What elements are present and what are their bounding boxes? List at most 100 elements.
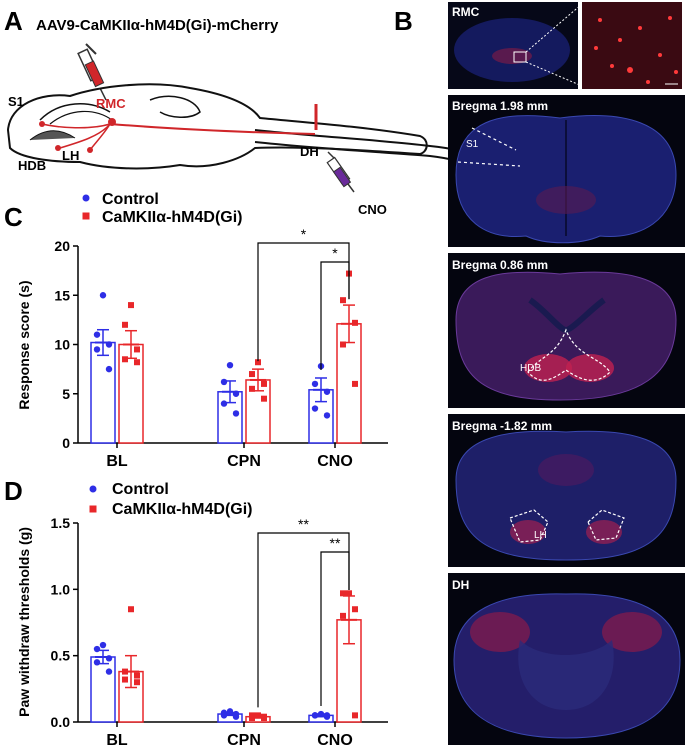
micrograph-label-rmc: RMC (452, 5, 480, 19)
significance-bracket (320, 261, 350, 370)
x-tick-label-cpn: CPN (227, 453, 261, 470)
data-point (340, 612, 346, 619)
legend-c-control: Control (102, 191, 159, 208)
region-s1-label: S1 (8, 94, 24, 109)
micrograph-region-s1: S1 (466, 139, 479, 150)
significance-label: ** (298, 516, 309, 532)
data-point (128, 606, 134, 613)
data-point (134, 359, 140, 366)
region-hdb-label: HDB (18, 158, 46, 173)
data-point (128, 302, 134, 309)
panel-a: A AAV9-CaMKIIα-hM4D(Gi)-mCherry (4, 6, 531, 217)
y-tick-label: 5 (62, 386, 70, 402)
panel-letter-a: A (4, 6, 23, 36)
x-tick-label-cno: CNO (317, 732, 353, 749)
data-point (220, 712, 228, 719)
data-point (352, 380, 358, 387)
data-point (105, 365, 113, 373)
panel-letter-d: D (4, 476, 23, 506)
data-point (232, 713, 240, 720)
data-point (99, 641, 107, 649)
panel-c: C Control CaMKIIα-hM4D(Gi) Response scor… (4, 191, 388, 470)
data-point (249, 715, 255, 722)
x-tick-label-cpn: CPN (227, 732, 261, 749)
y-tick-label: 20 (54, 238, 70, 254)
data-point (99, 292, 107, 299)
data-point (340, 341, 346, 348)
legend-d-treatment: CaMKIIα-hM4D(Gi) (112, 501, 253, 518)
micrograph-dh: DH (448, 573, 685, 745)
legend-c-control-marker (82, 194, 90, 202)
chart-c-plot: 0 5 10 15 20 BL CPN CNO * * (54, 226, 388, 470)
y-tick-label: 15 (54, 287, 70, 303)
data-point (249, 385, 255, 392)
x-tick-label-cno: CNO (317, 453, 353, 470)
data-point (122, 668, 128, 675)
data-point (255, 712, 261, 719)
micrograph-bregma-0-86: Bregma 0.86 mm HDB (448, 253, 685, 408)
bar (90, 656, 116, 723)
data-point (232, 390, 240, 397)
data-point (226, 361, 234, 369)
construct-label: AAV9-CaMKIIα-hM4D(Gi)-mCherry (36, 17, 279, 34)
micrograph-label-bregma-1-98: Bregma 1.98 mm (452, 99, 548, 113)
legend-d-control-marker (89, 485, 97, 493)
legend-d-treatment-marker (89, 505, 97, 513)
micrograph-rmc-zoom (582, 2, 682, 89)
micrograph-label-bregma-neg-1-82: Bregma -1.82 mm (452, 419, 552, 433)
micrograph-region-hdb: HDB (520, 363, 541, 374)
data-point (93, 331, 101, 338)
significance-label: * (301, 226, 307, 242)
data-point (93, 659, 101, 666)
y-tick-label: 0.5 (51, 648, 71, 664)
data-point (134, 672, 140, 679)
region-lh-label: LH (62, 148, 79, 163)
legend-c-treatment-marker (82, 212, 90, 220)
y-tick-label: 1.5 (51, 515, 71, 531)
panel-d: D Control CaMKIIα-hM4D(Gi) Paw withdraw … (4, 476, 388, 749)
data-point (93, 645, 101, 653)
data-point (93, 346, 101, 353)
data-point (220, 378, 228, 386)
data-point (317, 710, 325, 718)
data-point (346, 590, 352, 597)
data-point (311, 380, 319, 388)
data-point (352, 606, 358, 613)
micrograph-rmc: RMC (448, 2, 583, 89)
significance-bracket (320, 551, 350, 707)
data-point (323, 388, 331, 395)
data-point (249, 371, 255, 378)
data-point (122, 321, 128, 328)
legend-d-control: Control (112, 481, 169, 498)
data-point (255, 359, 261, 366)
y-tick-label: 0.0 (51, 714, 71, 730)
mouse-brain-sagittal-diagram (6, 83, 531, 197)
data-point (261, 715, 267, 722)
panel-letter-c: C (4, 202, 23, 232)
significance-bracket (257, 532, 350, 708)
micrograph-region-lh: LH (534, 530, 547, 541)
data-point (226, 708, 234, 715)
data-point (134, 346, 140, 353)
legend-c-treatment: CaMKIIα-hM4D(Gi) (102, 209, 243, 226)
region-rmc-label: RMC (96, 96, 126, 111)
data-point (311, 712, 319, 719)
data-point (352, 319, 358, 326)
data-point (323, 412, 331, 419)
data-point (261, 395, 267, 402)
chart-d-plot: 0.0 0.5 1.0 1.5 BL CPN CNO ** ** (51, 515, 388, 749)
data-point (105, 341, 113, 348)
y-tick-label: 10 (54, 337, 70, 353)
y-axis-title-d: Paw withdraw thresholds (g) (16, 527, 32, 717)
data-point (122, 676, 128, 683)
data-point (340, 297, 346, 304)
y-axis-title-c: Response score (s) (16, 280, 32, 409)
data-point (105, 668, 113, 675)
y-tick-label: 1.0 (51, 581, 71, 597)
data-point (311, 405, 319, 412)
data-point (220, 400, 228, 407)
data-point (352, 712, 358, 719)
cno-syringe-icon (326, 151, 355, 193)
injection-syringe-icon (77, 43, 107, 101)
